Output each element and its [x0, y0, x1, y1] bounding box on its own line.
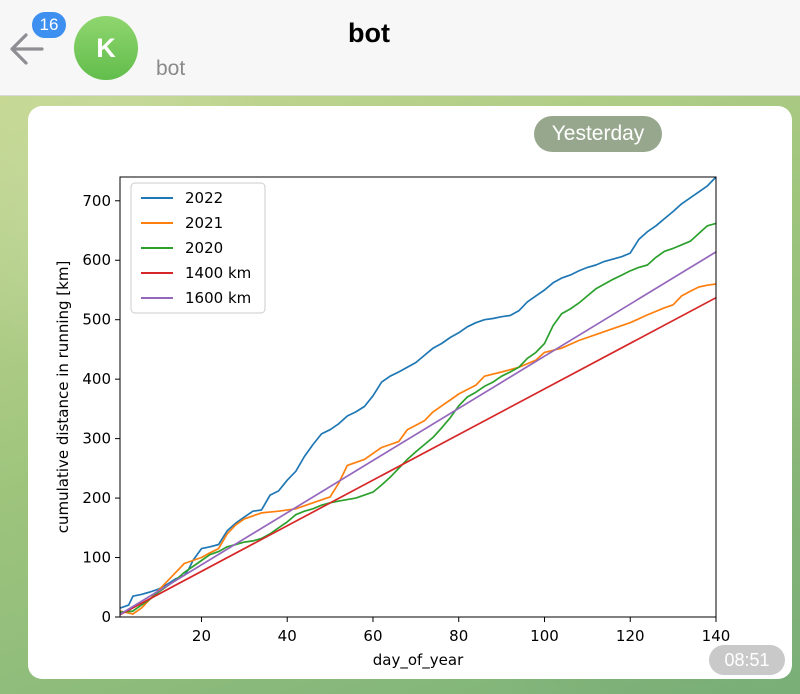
x-axis-label: day_of_year: [373, 651, 464, 670]
x-tick-label: 120: [616, 627, 645, 645]
unread-count-badge: 16: [30, 10, 68, 40]
legend-label: 2021: [185, 214, 223, 232]
series-line-2022: [120, 177, 716, 609]
series-line-2021: [120, 283, 716, 615]
legend-label: 2022: [185, 189, 223, 207]
back-arrow-icon: [10, 33, 44, 65]
y-tick-label: 100: [82, 549, 111, 567]
chat-subtitle: bot: [156, 57, 186, 80]
avatar[interactable]: K: [74, 16, 138, 80]
y-tick-label: 0: [101, 608, 111, 626]
y-tick-label: 600: [82, 251, 111, 269]
y-tick-label: 700: [82, 192, 111, 210]
y-tick-label: 400: [82, 370, 111, 388]
x-tick-label: 80: [449, 627, 468, 645]
series-line-2020: [120, 222, 716, 614]
chat-title[interactable]: bot: [348, 18, 390, 48]
y-tick-label: 300: [82, 430, 111, 448]
series-layer: [120, 177, 716, 616]
y-tick-label: 500: [82, 311, 111, 329]
series-line-1600-km: [120, 251, 716, 616]
back-button[interactable]: [6, 28, 50, 72]
chart-legend: 2022 2021 2020 1400 km 1600 km: [130, 182, 266, 314]
chat-header: 16 K bot bot: [0, 0, 800, 96]
axes-frame: [119, 176, 717, 618]
x-tick-label: 60: [363, 627, 382, 645]
y-axis-label: cumulative distance in running [km]: [54, 261, 72, 534]
avatar-letter: K: [96, 32, 116, 63]
message-time: 08:51: [709, 645, 785, 675]
x-tick-label: 20: [192, 627, 211, 645]
running-distance-chart[interactable]: 20 40 60 80 100 120 1400100200300400500600700 …: [28, 106, 792, 679]
date-chip: Yesterday: [534, 116, 662, 152]
ticks-layer: 20 40 60 80 100 120 140 0 100 200 300 400 500 600 700: [82, 192, 730, 645]
x-tick-label: 100: [530, 627, 559, 645]
legend-label: 2020: [185, 239, 223, 257]
y-tick-label: 200: [82, 489, 111, 507]
x-tick-label: 140: [702, 627, 731, 645]
x-tick-label: 40: [278, 627, 297, 645]
legend-label: 1600 km: [185, 289, 251, 307]
series-line-1400-km: [120, 296, 716, 616]
legend-box: [130, 182, 266, 314]
legend-label: 1400 km: [185, 264, 251, 282]
